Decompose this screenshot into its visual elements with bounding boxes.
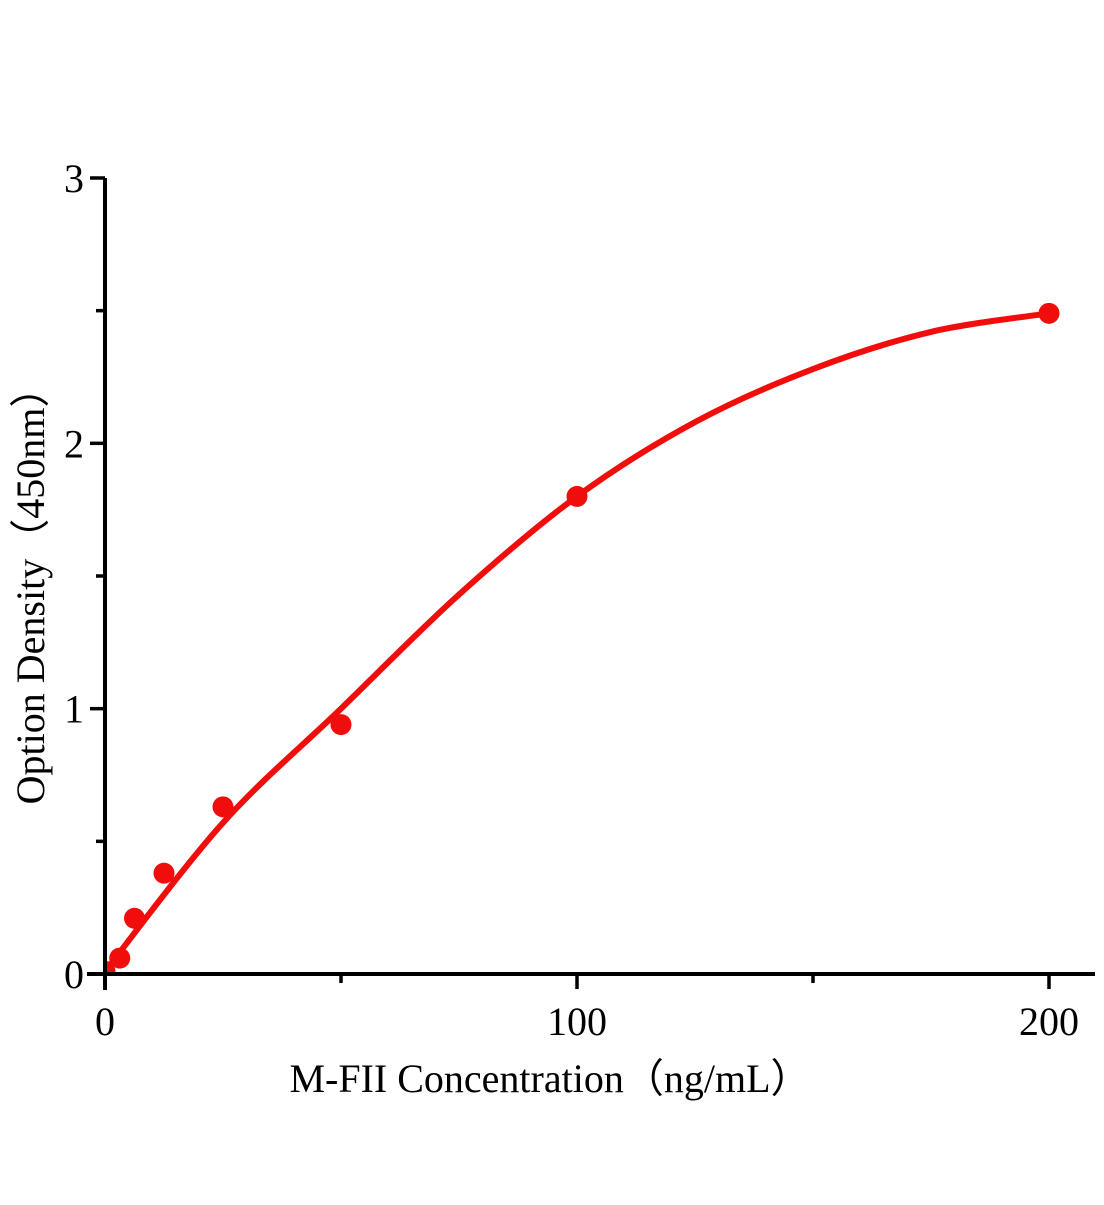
data-point <box>124 907 145 929</box>
data-point <box>330 714 352 736</box>
data-point <box>566 485 588 507</box>
data-point <box>105 960 116 974</box>
y-tick-label: 1 <box>64 687 84 732</box>
data-series-layer <box>105 302 1060 974</box>
data-point <box>153 862 175 884</box>
data-point <box>212 796 234 818</box>
y-tick-label: 0 <box>64 952 84 997</box>
axes-layer: 0 100 200 0 1 2 3 <box>64 156 1095 1044</box>
x-axis-title: M-FII Concentration（ng/mL） <box>289 1056 810 1101</box>
x-tick-label: 0 <box>95 999 115 1044</box>
data-point <box>1038 302 1060 324</box>
fitted-curve <box>105 310 1052 974</box>
data-point <box>109 947 131 969</box>
y-tick-label: 2 <box>64 421 84 466</box>
x-tick-label: 100 <box>547 999 607 1044</box>
y-tick-label: 3 <box>64 156 84 201</box>
x-tick-label: 200 <box>1019 999 1079 1044</box>
y-axis-title: Option Density（450nm） <box>8 368 53 805</box>
